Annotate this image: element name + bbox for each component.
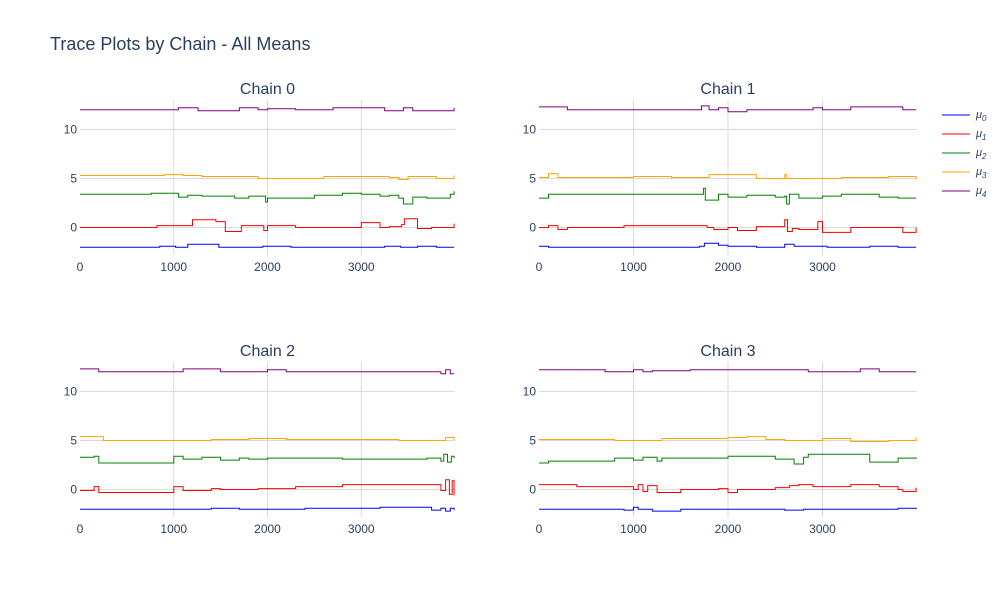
legend-item-mu3[interactable]: μ3 <box>942 166 987 180</box>
x-tick-label: 1000 <box>620 260 647 274</box>
series-line-mu0 <box>80 506 455 512</box>
series-line-mu4 <box>80 107 455 112</box>
series-line-mu0 <box>539 242 917 248</box>
y-tick-label: 10 <box>64 122 78 136</box>
x-tick-label: 2000 <box>254 522 281 536</box>
x-tick-label: 1000 <box>160 522 187 536</box>
series-line-mu4 <box>539 368 917 373</box>
series-line-mu1 <box>80 218 455 232</box>
y-tick-label: 5 <box>70 433 77 447</box>
series-line-mu2 <box>80 453 455 464</box>
subplot-3: 0 1000 2000 3000 0 5 10 Chain 3 <box>523 343 917 536</box>
x-tick-label: 2000 <box>715 522 742 536</box>
x-tick-label: 3000 <box>348 522 375 536</box>
x-tick-label: 2000 <box>254 260 281 274</box>
x-tick-label: 3000 <box>809 260 836 274</box>
subplot-title: Chain 3 <box>700 343 755 360</box>
series-line-mu4 <box>539 105 917 113</box>
y-tick-label: 0 <box>529 221 536 235</box>
series-line-mu4 <box>80 368 455 375</box>
series-line-mu0 <box>80 243 455 248</box>
subplot-1: 0 1000 2000 3000 0 5 10 Chain 1 <box>523 81 917 274</box>
x-tick-label: 3000 <box>809 522 836 536</box>
y-tick-label: 10 <box>523 384 537 398</box>
y-tick-label: 5 <box>70 171 77 185</box>
series-line-mu1 <box>539 484 917 493</box>
legend-item-mu1[interactable]: μ1 <box>942 128 986 142</box>
series-line-mu1 <box>80 479 455 496</box>
x-tick-label: 0 <box>536 260 543 274</box>
y-tick-label: 0 <box>529 483 536 497</box>
series-line-mu3 <box>80 436 455 441</box>
x-tick-label: 0 <box>77 522 84 536</box>
y-tick-label: 0 <box>70 483 77 497</box>
y-tick-label: 0 <box>70 221 77 235</box>
x-tick-label: 1000 <box>160 260 187 274</box>
y-tick-label: 10 <box>64 384 78 398</box>
series-line-mu3 <box>80 174 455 180</box>
series-line-mu3 <box>539 436 917 442</box>
subplot-title: Chain 0 <box>240 81 295 98</box>
y-tick-label: 5 <box>529 433 536 447</box>
x-tick-label: 0 <box>77 260 84 274</box>
legend-item-mu0[interactable]: μ0 <box>942 109 987 123</box>
subplot-0: 0 1000 2000 3000 0 5 10 Chain 0 <box>64 81 455 274</box>
figure-title: Trace Plots by Chain - All Means <box>50 34 310 54</box>
series-line-mu2 <box>539 453 917 465</box>
legend-label: μ2 <box>975 147 987 161</box>
legend-label: μ1 <box>975 128 986 142</box>
x-tick-label: 0 <box>536 522 543 536</box>
x-tick-label: 1000 <box>620 522 647 536</box>
series-line-mu2 <box>539 187 917 205</box>
x-tick-label: 3000 <box>348 260 375 274</box>
subplot-2: 0 1000 2000 3000 0 5 10 Chain 2 <box>64 343 455 536</box>
legend-label: μ3 <box>975 166 987 180</box>
legend-item-mu2[interactable]: μ2 <box>942 147 987 161</box>
series-line-mu1 <box>539 219 917 233</box>
legend: μ0 μ1 μ2 μ3 μ4 <box>942 109 987 199</box>
series-line-mu3 <box>539 173 917 180</box>
x-tick-label: 2000 <box>715 260 742 274</box>
legend-label: μ4 <box>975 185 987 199</box>
legend-item-mu4[interactable]: μ4 <box>942 185 987 199</box>
subplot-title: Chain 1 <box>700 81 755 98</box>
series-line-mu2 <box>80 191 455 205</box>
y-tick-label: 5 <box>529 171 536 185</box>
series-line-mu0 <box>539 506 917 512</box>
legend-label: μ0 <box>975 109 987 123</box>
y-tick-label: 10 <box>523 122 537 136</box>
subplot-title: Chain 2 <box>240 343 295 360</box>
